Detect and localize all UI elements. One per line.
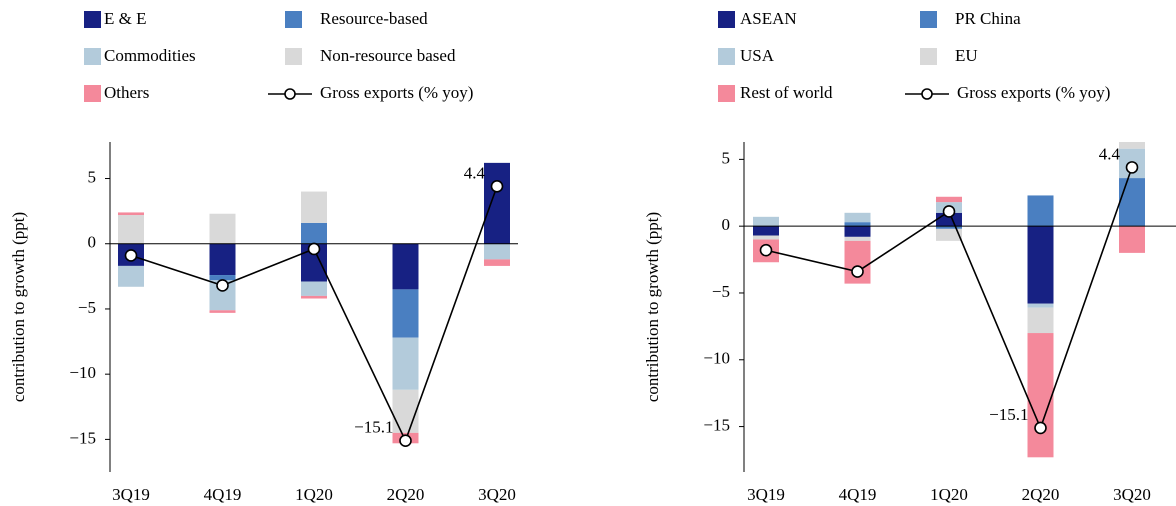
legend-label: USA (740, 46, 775, 65)
bar-segment (1119, 226, 1145, 253)
legend-label: Commodities (104, 46, 196, 65)
line-marker (307, 242, 321, 256)
line-marker (942, 205, 956, 218)
bar-segment (1027, 303, 1054, 308)
bar-segment (753, 216, 779, 227)
bar-segment (936, 228, 962, 241)
legend-label: PR China (955, 9, 1021, 28)
bar-segment (844, 212, 871, 223)
legend-label: ASEAN (740, 9, 797, 28)
bar-segment (392, 243, 419, 290)
bar-segment (209, 243, 236, 276)
bar-segment (484, 243, 510, 260)
data-label: −15.1 (354, 418, 393, 437)
bar-segment (1027, 333, 1054, 458)
legend-marker (921, 88, 933, 100)
x-tick-label: 3Q20 (1113, 485, 1151, 504)
legend-label: E & E (104, 9, 147, 28)
line-marker (124, 249, 138, 262)
bar-segment (484, 259, 510, 266)
x-tick-label: 2Q20 (1022, 485, 1060, 504)
line-marker (1034, 421, 1047, 435)
bar-segment (1027, 226, 1054, 304)
bar-segment (392, 337, 419, 390)
legend-swatch (84, 85, 101, 102)
legend-swatch (84, 11, 101, 28)
x-tick-label: 4Q19 (839, 485, 877, 504)
line-marker (490, 180, 504, 193)
legend-label: Non-resource based (320, 46, 456, 65)
y-tick-label: 5 (88, 167, 97, 186)
line-marker (851, 265, 864, 278)
bar-segment (844, 222, 871, 227)
bar-segment (753, 226, 779, 236)
y-axis-label: contribution to growth (ppt) (9, 212, 28, 402)
bar-segment (209, 310, 236, 313)
bar-segment (1119, 142, 1145, 149)
x-tick-label: 1Q20 (930, 485, 968, 504)
legend-label: EU (955, 46, 978, 65)
bar-segment (844, 236, 871, 241)
y-tick-label: −5 (712, 282, 730, 301)
y-tick-label: 0 (722, 215, 731, 234)
bar-segment (301, 295, 327, 299)
legend-label: Gross exports (% yoy) (957, 83, 1110, 102)
legend-label: Others (104, 83, 149, 102)
y-tick-label: −10 (69, 363, 96, 382)
bar-segment (209, 275, 236, 281)
x-tick-label: 4Q19 (204, 485, 242, 504)
bar-segment (301, 222, 327, 244)
y-tick-label: −10 (703, 349, 730, 368)
legend-swatch (718, 11, 735, 28)
y-tick-label: 0 (88, 233, 97, 252)
x-tick-label: 2Q20 (387, 485, 425, 504)
line-marker (1125, 161, 1139, 174)
bar-segment (844, 226, 871, 237)
legend-label: Resource-based (320, 9, 428, 28)
legend-swatch (718, 48, 735, 65)
bar-segment (484, 162, 510, 244)
legend-swatch (920, 48, 937, 65)
bar-segment (936, 196, 962, 203)
bar-segment (118, 265, 144, 287)
y-axis-label: contribution to growth (ppt) (643, 212, 662, 402)
x-tick-label: 1Q20 (295, 485, 333, 504)
y-tick-label: 5 (722, 148, 731, 167)
bar-segment (1027, 195, 1054, 227)
bar-segment (1027, 307, 1054, 334)
legend-label: Rest of world (740, 83, 833, 102)
legend-label: Gross exports (% yoy) (320, 83, 473, 102)
bar-segment (1119, 178, 1145, 227)
y-tick-label: −15 (703, 415, 730, 434)
y-tick-label: −15 (69, 428, 96, 447)
legend-swatch (920, 11, 937, 28)
bar-segment (392, 389, 419, 433)
y-tick-label: −5 (78, 298, 96, 317)
bar-segment (301, 281, 327, 296)
bar-segment (118, 215, 144, 244)
x-tick-label: 3Q19 (747, 485, 785, 504)
legend-swatch (718, 85, 735, 102)
legend-swatch (84, 48, 101, 65)
legend-swatch (285, 48, 302, 65)
line-marker (216, 279, 229, 292)
x-tick-label: 3Q20 (478, 485, 516, 504)
data-label: −15.1 (989, 405, 1028, 424)
legend-marker (284, 88, 296, 100)
bar-segment (209, 213, 236, 244)
data-label: 4.4 (1099, 144, 1121, 163)
bar-segment (753, 235, 779, 240)
bar-segment (118, 212, 144, 216)
bar-segment (301, 191, 327, 223)
legend-swatch (285, 11, 302, 28)
line-marker (759, 243, 773, 257)
bar-segment (936, 226, 962, 229)
x-tick-label: 3Q19 (112, 485, 150, 504)
data-label: 4.4 (464, 163, 486, 182)
line-marker (399, 434, 412, 447)
bar-segment (392, 289, 419, 338)
